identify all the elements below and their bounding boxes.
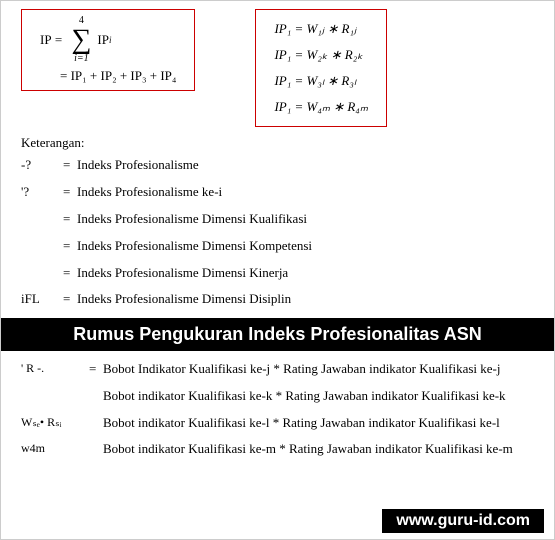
sum-lower: i=1 <box>74 54 89 64</box>
bot-sym: w4m <box>21 437 89 462</box>
ket-row: -? = Indeks Profesionalisme <box>21 157 534 174</box>
keterangan-section: Keterangan: -? = Indeks Profesionalisme … <box>1 133 554 308</box>
formula-r2: IP₁ = W₂ₖ ∗ R₂ₖ <box>274 42 367 68</box>
bot-eq <box>89 411 103 436</box>
ket-desc: Indeks Profesionalisme Dimensi Kinerja <box>77 265 534 282</box>
ket-row: = Indeks Profesionalisme Dimensi Kinerja <box>21 265 534 282</box>
ket-eq: = <box>63 238 77 255</box>
ket-eq: = <box>63 265 77 282</box>
ket-eq: = <box>63 184 77 201</box>
ket-desc: Indeks Profesionalisme Dimensi Kompetens… <box>77 238 534 255</box>
ket-sym <box>21 211 63 228</box>
bot-row: Bobot indikator Kualifikasi ke-k * Ratin… <box>21 384 534 409</box>
sum-body: IP <box>97 32 109 48</box>
ket-eq: = <box>63 291 77 308</box>
bot-eq: = <box>89 357 103 382</box>
ket-sym <box>21 265 63 282</box>
bot-sym: ' R -. <box>21 357 89 382</box>
bot-row: w4m Bobot indikator Kualifikasi ke-m * R… <box>21 437 534 462</box>
watermark: www.guru-id.com <box>382 509 544 533</box>
ket-row: = Indeks Profesionalisme Dimensi Kualifi… <box>21 211 534 228</box>
bot-desc: Bobot indikator Kualifikasi ke-k * Ratin… <box>103 384 534 409</box>
ket-desc: Indeks Profesionalisme <box>77 157 534 174</box>
formula-right-box: IP₁ = W₁ⱼ ∗ R₁ⱼ IP₁ = W₂ₖ ∗ R₂ₖ IP₁ = W₃… <box>255 9 386 127</box>
formula-left-box: IP = 4 ∑ i=1 IPi = IP₁ + IP₂ + IP₃ + IP₄ <box>21 9 195 91</box>
ket-desc: Indeks Profesionalisme Dimensi Disiplin <box>77 291 534 308</box>
bottom-section: ' R -. = Bobot Indikator Kualifikasi ke-… <box>1 357 554 462</box>
bot-row: ' R -. = Bobot Indikator Kualifikasi ke-… <box>21 357 534 382</box>
ket-row: iFL = Indeks Profesionalisme Dimensi Dis… <box>21 291 534 308</box>
sigma-icon: ∑ <box>71 26 91 54</box>
formula-lhs: IP <box>40 32 52 48</box>
ket-sym: '? <box>21 184 63 201</box>
bot-desc: Bobot indikator Kualifikasi ke-l * Ratin… <box>103 411 534 436</box>
ket-sym: -? <box>21 157 63 174</box>
keterangan-title: Keterangan: <box>21 135 534 151</box>
ket-row: = Indeks Profesionalisme Dimensi Kompete… <box>21 238 534 255</box>
ket-desc: Indeks Profesionalisme Dimensi Kualifika… <box>77 211 534 228</box>
ket-row: '? = Indeks Profesionalisme ke-i <box>21 184 534 201</box>
ket-sym: iFL <box>21 291 63 308</box>
formula-r4: IP₁ = W₄ₘ ∗ R₄ₘ <box>274 94 367 120</box>
bot-sym: Wₛₑ• Rₛᵢ <box>21 411 89 436</box>
bot-row: Wₛₑ• Rₛᵢ Bobot indikator Kualifikasi ke-… <box>21 411 534 436</box>
ket-sym <box>21 238 63 255</box>
ket-eq: = <box>63 211 77 228</box>
ket-desc: Indeks Profesionalisme ke-i <box>77 184 534 201</box>
bot-sym <box>21 384 89 409</box>
ket-eq: = <box>63 157 77 174</box>
bot-desc: Bobot Indikator Kualifikasi ke-j * Ratin… <box>103 357 534 382</box>
formula-expand: = IP₁ + IP₂ + IP₃ + IP₄ <box>40 68 176 84</box>
formula-r3: IP₁ = W₃ₗ ∗ R₃ₗ <box>274 68 367 94</box>
sum-body-sub: i <box>109 35 112 45</box>
formula-r1: IP₁ = W₁ⱼ ∗ R₁ⱼ <box>274 16 367 42</box>
bot-eq <box>89 384 103 409</box>
formula-row: IP = 4 ∑ i=1 IPi = IP₁ + IP₂ + IP₃ + IP₄… <box>1 1 554 133</box>
bot-eq <box>89 437 103 462</box>
title-banner: Rumus Pengukuran Indeks Profesionalitas … <box>1 318 554 351</box>
bot-desc: Bobot indikator Kualifikasi ke-m * Ratin… <box>103 437 534 462</box>
